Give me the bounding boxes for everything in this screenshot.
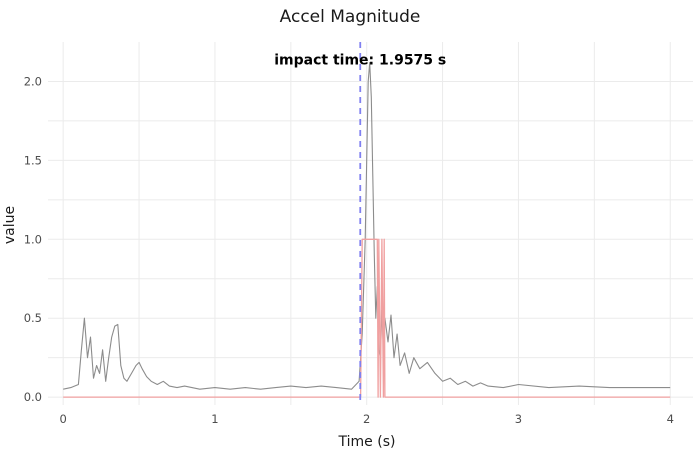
y-axis-title: value xyxy=(2,206,18,244)
x-axis-title: Time (s) xyxy=(338,434,396,450)
y-tick-label: 1.0 xyxy=(24,232,42,246)
x-tick-label: 0 xyxy=(60,412,67,426)
x-tick-label: 4 xyxy=(667,412,674,426)
y-tick-label: 0.5 xyxy=(24,311,42,325)
y-tick-label: 0.0 xyxy=(24,390,42,404)
chart-title: Accel Magnitude xyxy=(280,7,421,27)
x-tick-label: 2 xyxy=(363,412,370,426)
tick-labels: 0 1 2 3 4 0.0 0.5 1.0 1.5 2.0 xyxy=(24,74,674,426)
grid-lines xyxy=(48,42,693,405)
x-tick-label: 3 xyxy=(515,412,522,426)
x-tick-label: 1 xyxy=(211,412,218,426)
series-layer xyxy=(63,61,671,398)
impact-annotation: impact time: 1.9575 s xyxy=(274,52,446,68)
impact-flag-line xyxy=(63,238,671,398)
y-tick-label: 1.5 xyxy=(24,153,42,167)
accel-magnitude-line xyxy=(63,61,671,390)
y-tick-label: 2.0 xyxy=(24,74,42,88)
